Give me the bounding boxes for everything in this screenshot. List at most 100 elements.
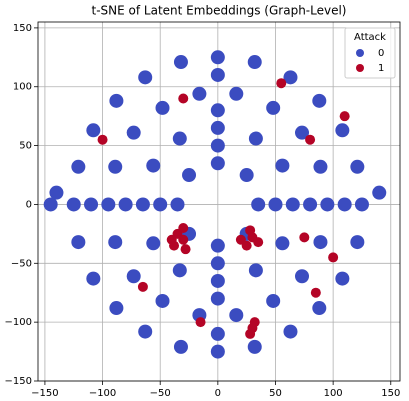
y-tick-label: 0 [26, 199, 32, 210]
x-tick-label: −100 [89, 388, 116, 399]
y-tick-label: 150 [13, 23, 32, 34]
legend-marker [356, 49, 364, 57]
point [241, 240, 252, 251]
plot-area [38, 22, 400, 382]
point [180, 244, 191, 255]
point [210, 273, 225, 288]
point [245, 225, 256, 236]
point [155, 293, 170, 308]
point [299, 232, 310, 243]
x-tick-label: 150 [381, 388, 400, 399]
point [320, 197, 335, 212]
point [335, 123, 350, 138]
point [108, 235, 123, 250]
point [146, 158, 161, 173]
point [372, 185, 387, 200]
point [210, 103, 225, 118]
point [173, 55, 188, 70]
point [339, 111, 350, 122]
chart-title: t-SNE of Latent Embeddings (Graph-Level) [92, 4, 347, 18]
point [138, 324, 153, 339]
point [295, 269, 310, 284]
point [268, 197, 283, 212]
y-tick-label: −150 [5, 376, 32, 387]
point [71, 235, 86, 250]
x-tick-label: −50 [150, 388, 171, 399]
y-tick-label: 50 [19, 141, 32, 152]
point [229, 86, 244, 101]
point [43, 197, 58, 212]
point [245, 328, 256, 339]
point [118, 197, 133, 212]
point [210, 256, 225, 271]
point [283, 324, 298, 339]
point [210, 50, 225, 65]
point [337, 197, 352, 212]
point [313, 159, 328, 174]
point [210, 120, 225, 135]
point [86, 271, 101, 286]
point [66, 197, 81, 212]
point [229, 308, 244, 323]
point [247, 339, 262, 354]
point [182, 168, 197, 183]
x-tick-label: 50 [269, 388, 282, 399]
point [305, 134, 316, 145]
point [354, 197, 369, 212]
point [251, 197, 266, 212]
point [126, 125, 141, 140]
point [172, 131, 187, 146]
point [137, 281, 148, 292]
legend-marker [356, 64, 364, 72]
y-tick-label: −50 [11, 258, 32, 269]
point [108, 159, 123, 174]
point [276, 78, 287, 89]
point [350, 159, 365, 174]
point [239, 168, 254, 183]
x-tick-label: 100 [324, 388, 343, 399]
point [49, 185, 64, 200]
point [135, 197, 150, 212]
point [155, 100, 170, 115]
x-tick-label: 0 [215, 388, 221, 399]
legend-label: 0 [378, 48, 384, 59]
point [126, 269, 141, 284]
point [109, 301, 124, 316]
point [170, 197, 185, 212]
point [312, 93, 327, 108]
point [210, 344, 225, 359]
point [153, 197, 168, 212]
point [253, 237, 264, 248]
point [101, 197, 116, 212]
point [173, 339, 188, 354]
point [210, 291, 225, 306]
point [310, 287, 321, 298]
point [84, 197, 99, 212]
point [248, 263, 263, 278]
point [283, 70, 298, 85]
point [178, 93, 189, 104]
point [86, 123, 101, 138]
legend-title: Attack [354, 32, 386, 43]
point [195, 317, 206, 328]
x-tick-label: −150 [31, 388, 58, 399]
legend-label: 1 [378, 63, 384, 74]
point [350, 235, 365, 250]
point [146, 236, 161, 251]
point [192, 86, 207, 101]
point [169, 240, 180, 251]
point [248, 131, 263, 146]
legend: Attack 0 1 [344, 27, 396, 79]
point [266, 100, 281, 115]
axes-frame [37, 21, 401, 382]
point [295, 125, 310, 140]
point [210, 156, 225, 171]
point [210, 67, 225, 82]
point [328, 252, 339, 263]
point [138, 70, 153, 85]
point [249, 317, 260, 328]
point [313, 235, 328, 250]
point [109, 93, 124, 108]
point [210, 138, 225, 153]
